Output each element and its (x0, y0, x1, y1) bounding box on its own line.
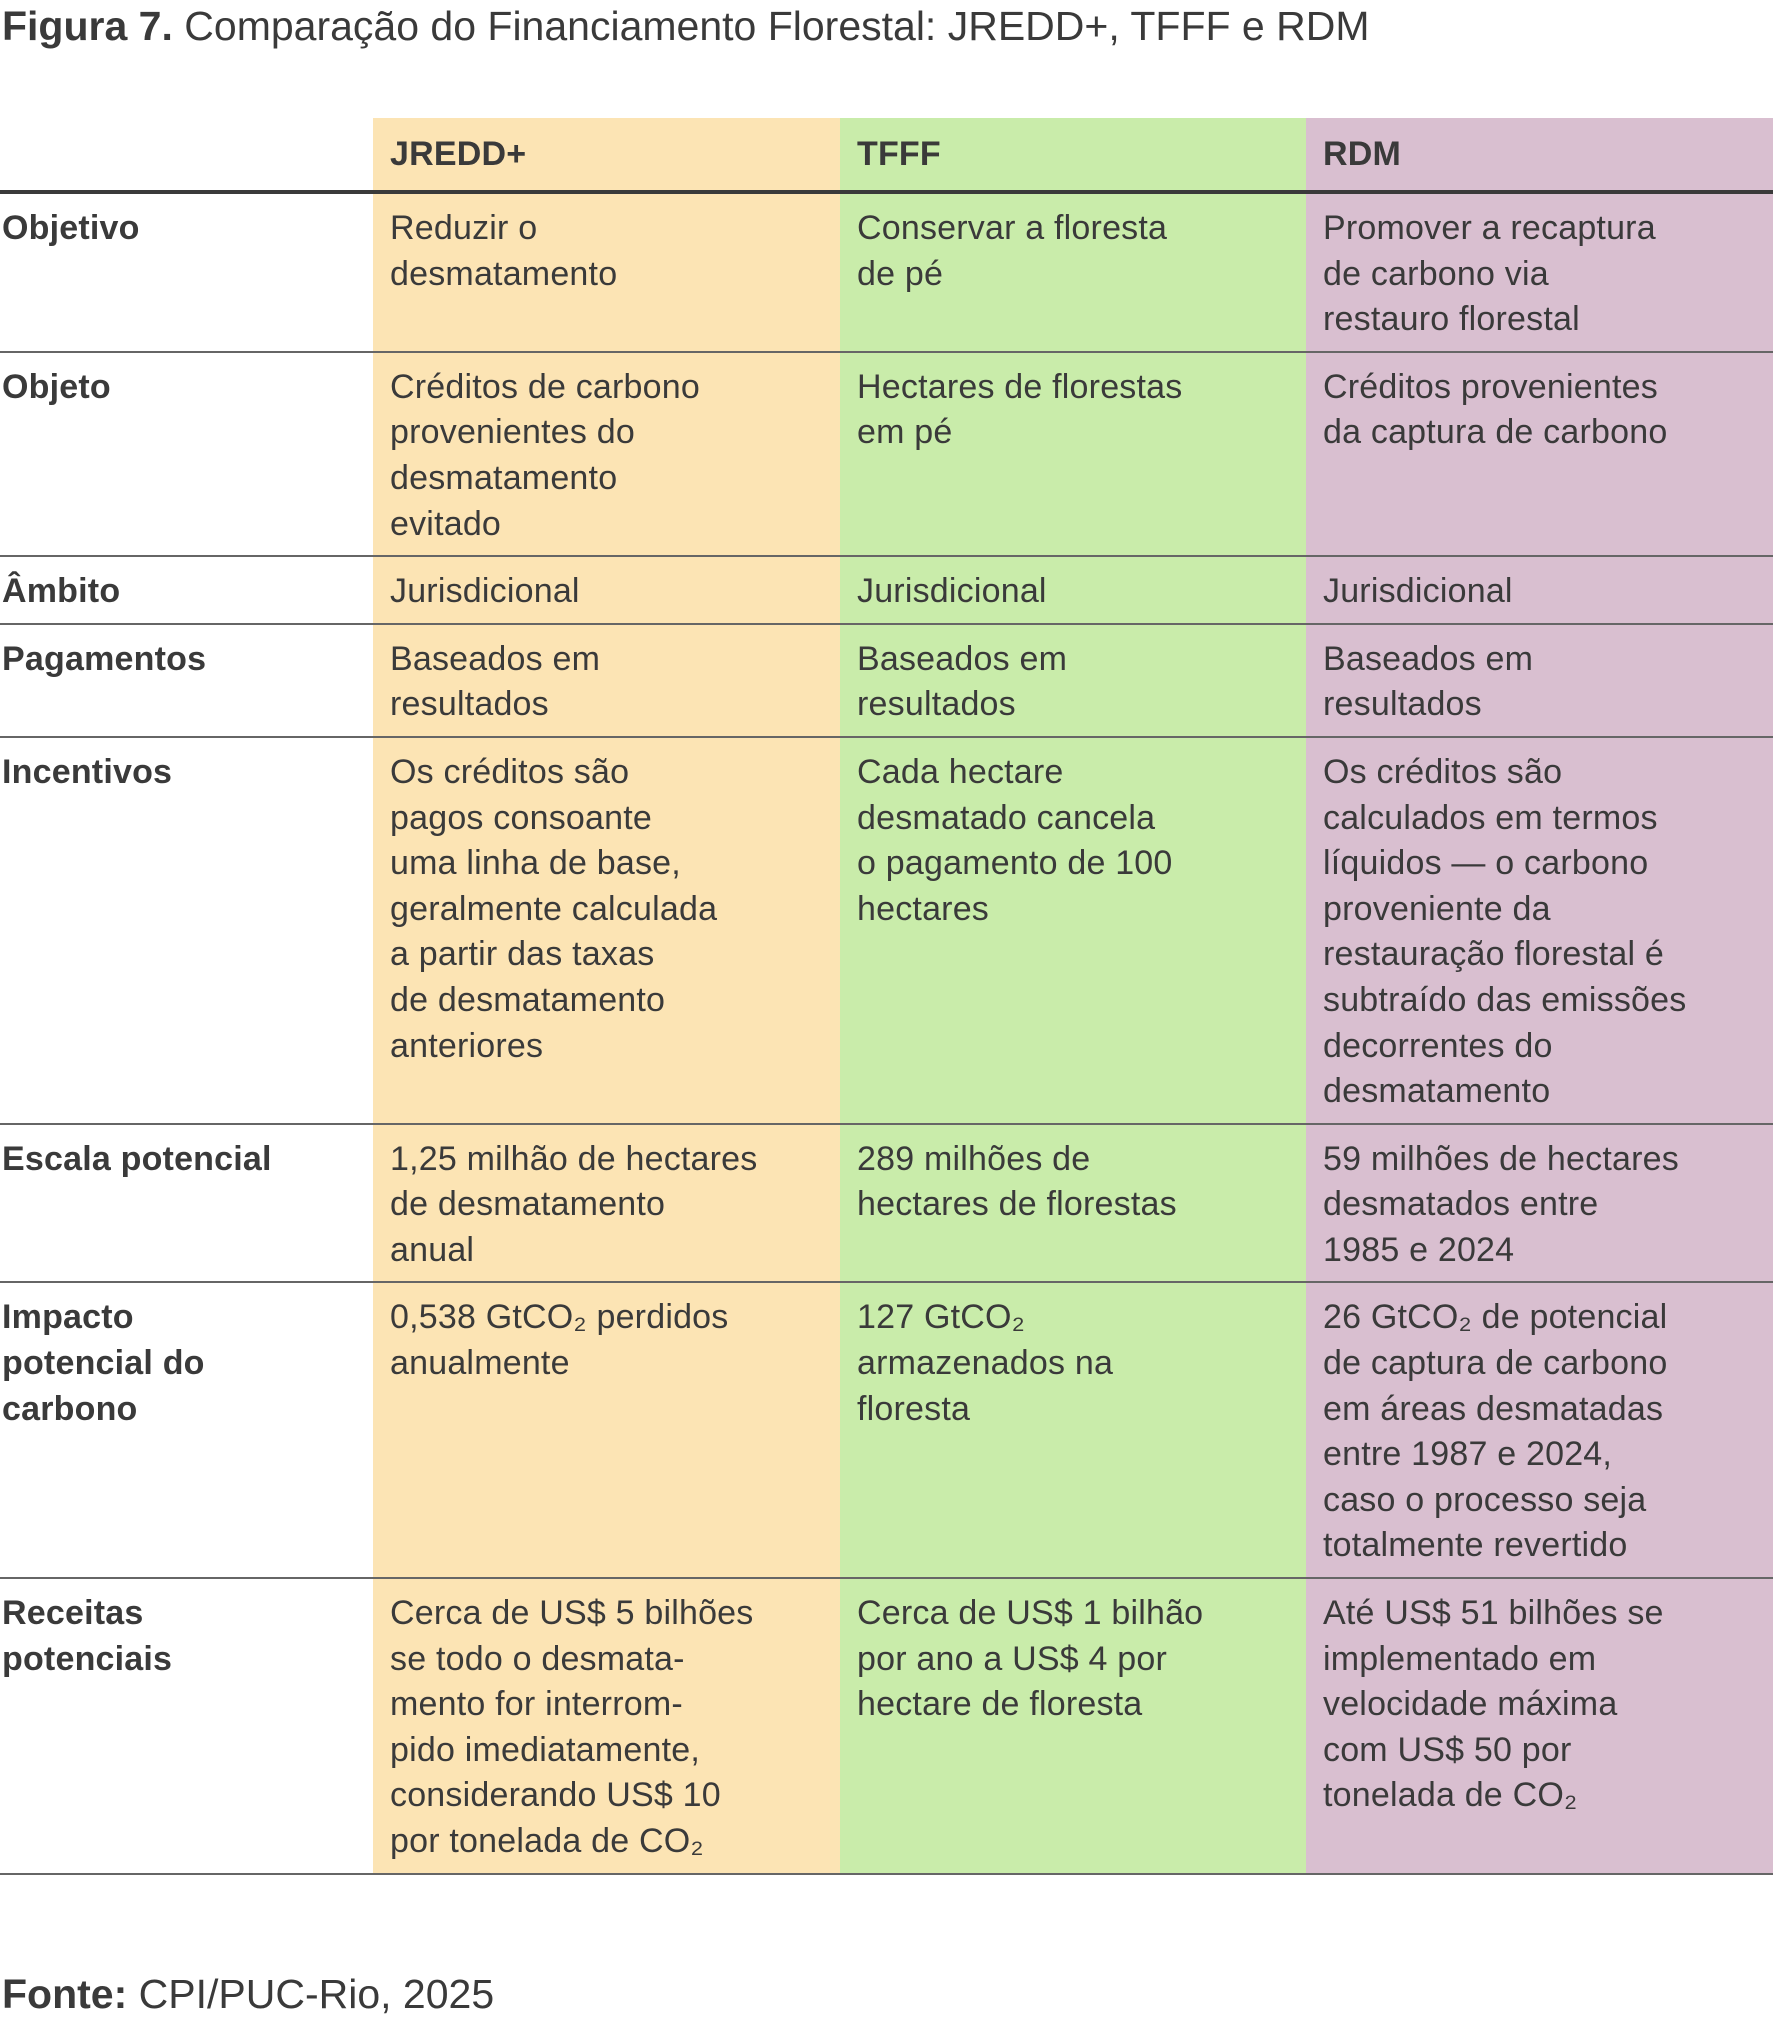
cell-tfff: Jurisdicional (840, 556, 1306, 624)
cell-jredd: 0,538 GtCO₂ perdidos anualmente (373, 1282, 840, 1579)
comparison-table: JREDD+ TFFF RDM Objetivo Reduzir o desmat… (0, 118, 1773, 1875)
row-label: Escala potencial (2, 1139, 272, 1178)
cell-rdm: Baseados em resultados (1306, 623, 1773, 737)
header-rdm: RDM (1306, 118, 1773, 192)
cell-rdm: 59 milhões de hectares desmatados entre … (1306, 1123, 1773, 1283)
source-label: Fonte: (2, 1971, 128, 2017)
cell-jredd: Cerca de US$ 5 bilhões se todo o desmata… (373, 1578, 840, 1874)
cell-rdm: Os créditos são calculados em termos líq… (1306, 736, 1773, 1124)
cell-rdm: Até US$ 51 bilhões se implementado em ve… (1306, 1578, 1773, 1874)
row-label: Âmbito (2, 572, 121, 611)
row-label: Impacto potencial do carbono (2, 1298, 205, 1428)
table-row: Impacto potencial do carbono 0,538 GtCO₂ … (0, 1282, 1773, 1579)
figure-number: Figura 7. (2, 3, 173, 49)
header-row: JREDD+ TFFF RDM (0, 118, 1773, 192)
table-row: Escala potencial 1,25 milhão de hectares … (0, 1123, 1773, 1283)
cell-tfff: Conservar a floresta de pé (840, 192, 1306, 352)
row-label: Pagamentos (2, 639, 207, 678)
source-text: CPI/PUC-Rio, 2025 (138, 1971, 495, 2017)
cell-rdm: Promover a recaptura de carbono via rest… (1306, 192, 1773, 352)
header-jredd: JREDD+ (373, 118, 840, 192)
cell-tfff: 289 milhões de hectares de florestas (840, 1123, 1306, 1283)
row-label: Incentivos (2, 752, 173, 791)
table-row: Objetivo Reduzir o desmatamento Conservar … (0, 192, 1773, 352)
table-row: Receitas potenciais Cerca de US$ 5 bilhõe… (0, 1578, 1773, 1874)
row-label: Objetivo (2, 209, 140, 247)
figure-title-text: Comparação do Financiamento Florestal: J… (184, 3, 1370, 49)
table-row: Pagamentos Baseados em resultados Baseados… (0, 623, 1773, 737)
cell-jredd: Os créditos são pagos consoante uma linh… (373, 736, 840, 1124)
cell-rdm: Créditos provenientes da captura de carb… (1306, 351, 1773, 557)
cell-jredd: Reduzir o desmatamento (373, 192, 840, 352)
source-note: Fonte: CPI/PUC-Rio, 2025 (2, 1968, 494, 2020)
table-row: Incentivos Os créditos são pagos consoant… (0, 736, 1773, 1124)
cell-tfff: Hectares de florestas em pé (840, 351, 1306, 557)
cell-jredd: 1,25 milhão de hectares de desmatamento … (373, 1123, 840, 1283)
cell-tfff: Baseados em resultados (840, 623, 1306, 737)
header-tfff: TFFF (840, 118, 1306, 192)
row-label: Objeto (2, 367, 111, 406)
cell-tfff: Cerca de US$ 1 bilhão por ano a US$ 4 po… (840, 1578, 1306, 1874)
cell-rdm: 26 GtCO₂ de potencial de captura de carb… (1306, 1282, 1773, 1579)
figure-title: Figura 7. Comparação do Financiamento Fl… (2, 0, 1370, 52)
table-row: Objeto Créditos de carbono provenientes d… (0, 351, 1773, 557)
table-row: Âmbito Jurisdicional Jurisdicional Jurisdic… (0, 556, 1773, 624)
header-blank (0, 118, 373, 192)
cell-jredd: Baseados em resultados (373, 623, 840, 737)
row-label: Receitas potenciais (2, 1594, 173, 1678)
cell-jredd: Jurisdicional (373, 556, 840, 624)
cell-tfff: 127 GtCO₂ armazenados na floresta (840, 1282, 1306, 1579)
cell-rdm: Jurisdicional (1306, 556, 1773, 624)
cell-jredd: Créditos de carbono provenientes do desm… (373, 351, 840, 557)
cell-tfff: Cada hectare desmatado cancela o pagamen… (840, 736, 1306, 1124)
